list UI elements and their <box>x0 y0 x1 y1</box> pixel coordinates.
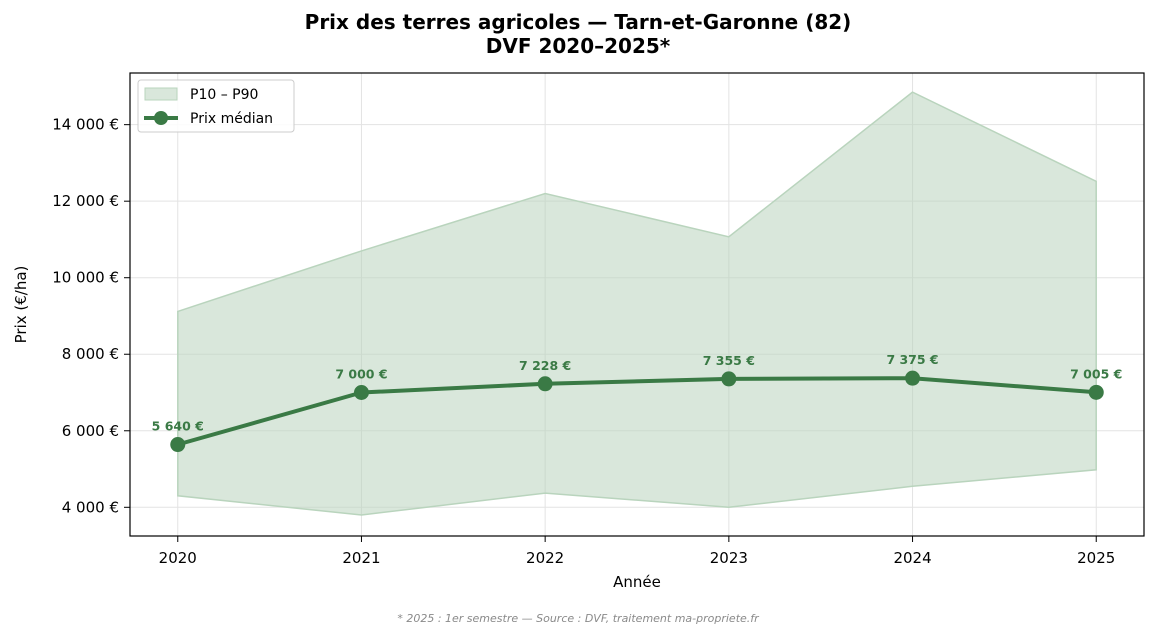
legend-band-label: P10 – P90 <box>190 87 258 103</box>
y-tick-label-1: 6 000 € <box>62 422 119 440</box>
x-tick-label-3: 2023 <box>710 549 748 567</box>
median-point-2024 <box>905 370 921 386</box>
x-tick-label-2: 2022 <box>526 549 564 567</box>
median-point-labels: 5 640 € 7 000 € 7 228 € 7 355 € 7 375 € 7 005… <box>152 352 1123 433</box>
median-label-2020: 5 640 € <box>152 419 204 434</box>
median-point-2020 <box>170 437 186 453</box>
y-tick-label-0: 4 000 € <box>62 498 119 516</box>
y-tick-label-3: 10 000 € <box>52 269 119 287</box>
legend: P10 – P90 Prix médian <box>137 79 295 133</box>
median-point-2025 <box>1088 384 1104 400</box>
median-point-2022 <box>537 376 553 392</box>
plot-frame <box>129 72 1145 537</box>
median-label-2025: 7 005 € <box>1070 366 1122 381</box>
legend-band-swatch <box>144 87 178 101</box>
y-tick-label-5: 14 000 € <box>52 116 119 134</box>
x-tick-label-1: 2021 <box>342 549 380 567</box>
median-price-line <box>177 376 1097 447</box>
y-axis-label: Prix (€/ha) <box>12 266 30 344</box>
median-label-2024: 7 375 € <box>886 352 938 367</box>
y-axis-ticks: 4 000 € 6 000 € 8 000 € 10 000 € 12 000 € 14 … <box>52 116 130 516</box>
x-tick-label-5: 2025 <box>1077 549 1115 567</box>
chart-title: Prix des terres agricoles — Tarn-et-Garo… <box>304 10 852 34</box>
x-axis-label: Année <box>613 573 661 591</box>
median-label-2022: 7 228 € <box>519 358 571 373</box>
y-tick-label-2: 8 000 € <box>62 345 119 363</box>
median-label-2023: 7 355 € <box>703 353 755 368</box>
x-tick-label-0: 2020 <box>159 549 197 567</box>
median-points <box>170 370 1104 453</box>
x-tick-label-4: 2024 <box>893 549 931 567</box>
legend-median-label: Prix médian <box>190 111 273 127</box>
median-point-2023 <box>721 371 737 387</box>
median-point-2021 <box>353 385 369 401</box>
footnote: * 2025 : 1er semestre — Source : DVF, tr… <box>397 612 759 625</box>
x-axis-ticks: 2020 2021 2022 2023 2024 2025 <box>159 536 1115 567</box>
y-tick-label-4: 12 000 € <box>52 192 119 210</box>
chart-subtitle: DVF 2020–2025* <box>485 34 671 58</box>
legend-line-marker <box>154 111 168 125</box>
p10-p90-band <box>177 91 1097 516</box>
median-label-2021: 7 000 € <box>335 367 387 382</box>
